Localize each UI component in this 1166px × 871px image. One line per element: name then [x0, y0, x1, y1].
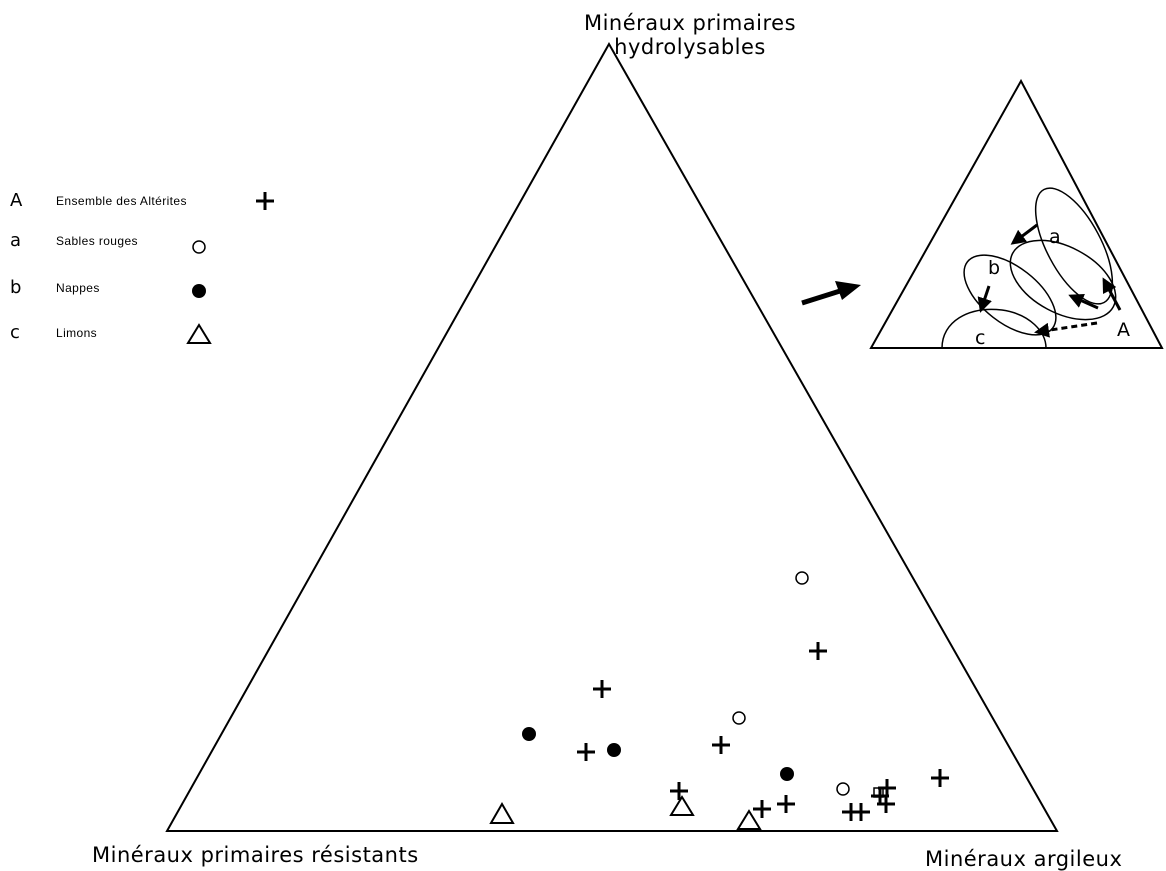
filled-circle-marker	[522, 727, 536, 741]
arrow-right-icon	[801, 281, 861, 306]
open-triangle-marker	[489, 802, 515, 824]
filled-circle-marker	[607, 743, 621, 757]
inset-arrow-A-to-c	[1034, 321, 1098, 338]
open-circle-marker	[795, 571, 809, 585]
legend-label: Limons	[56, 326, 98, 340]
inset-ellipse-a	[1034, 187, 1114, 305]
open-circle-marker	[836, 782, 850, 796]
top-vertex-label: Minéraux primaires hydrolysables	[560, 11, 820, 59]
filled-circle-icon	[192, 284, 206, 298]
inset-label-a: a	[1049, 226, 1061, 248]
open-circle-icon	[192, 240, 206, 254]
open-triangle-marker	[669, 795, 695, 816]
filled-circle-marker	[780, 767, 794, 781]
legend-letter: a	[10, 230, 22, 251]
inset-ellipse-c	[941, 308, 1047, 349]
inset-diagram: a b c A	[869, 78, 1164, 349]
inset-triangle	[869, 78, 1164, 349]
legend-letter: b	[10, 277, 22, 298]
legend-label: Nappes	[56, 281, 100, 295]
ternary-triangle	[165, 41, 1059, 832]
inset-ellipse-mid	[1009, 239, 1117, 321]
top-vertex-label-line2: hydrolysables	[614, 35, 766, 59]
data-points	[489, 571, 949, 830]
plus-marker	[931, 769, 949, 787]
plus-marker	[877, 795, 895, 813]
plus-marker	[670, 782, 688, 800]
legend-label: Sables rouges	[56, 234, 138, 248]
plus-marker	[753, 800, 771, 818]
top-vertex-label-line1: Minéraux primaires	[583, 11, 797, 35]
plus-marker	[809, 642, 827, 660]
legend-label: Ensemble des Altérites	[56, 194, 187, 208]
inset-label-c: c	[975, 327, 985, 349]
plus-icon	[256, 192, 274, 210]
open-circle-marker	[732, 711, 746, 725]
legend-letter: A	[10, 190, 23, 211]
left-vertex-label: Minéraux primaires résistants	[92, 843, 419, 867]
open-triangle-icon	[186, 323, 212, 344]
inset-label-b: b	[988, 257, 1000, 279]
inset-ellipse-b	[963, 254, 1057, 336]
plus-marker	[712, 736, 730, 754]
plus-marker	[593, 680, 611, 698]
open-square-marker	[873, 787, 884, 798]
plus-marker	[852, 803, 870, 821]
inset-arrow-A-left	[1068, 294, 1099, 310]
open-triangle-marker	[736, 809, 762, 830]
inset-arrow-b-to-c	[977, 285, 992, 313]
legend-letter: c	[10, 322, 20, 343]
right-vertex-label: Minéraux argileux	[925, 847, 1123, 871]
inset-arrow-A-up	[1102, 277, 1122, 311]
plus-marker	[577, 743, 595, 761]
legend-symbols	[186, 192, 274, 344]
inset-label-A: A	[1117, 319, 1130, 341]
plus-marker	[777, 795, 795, 813]
inset-arrow-a-to-b	[1010, 223, 1038, 245]
